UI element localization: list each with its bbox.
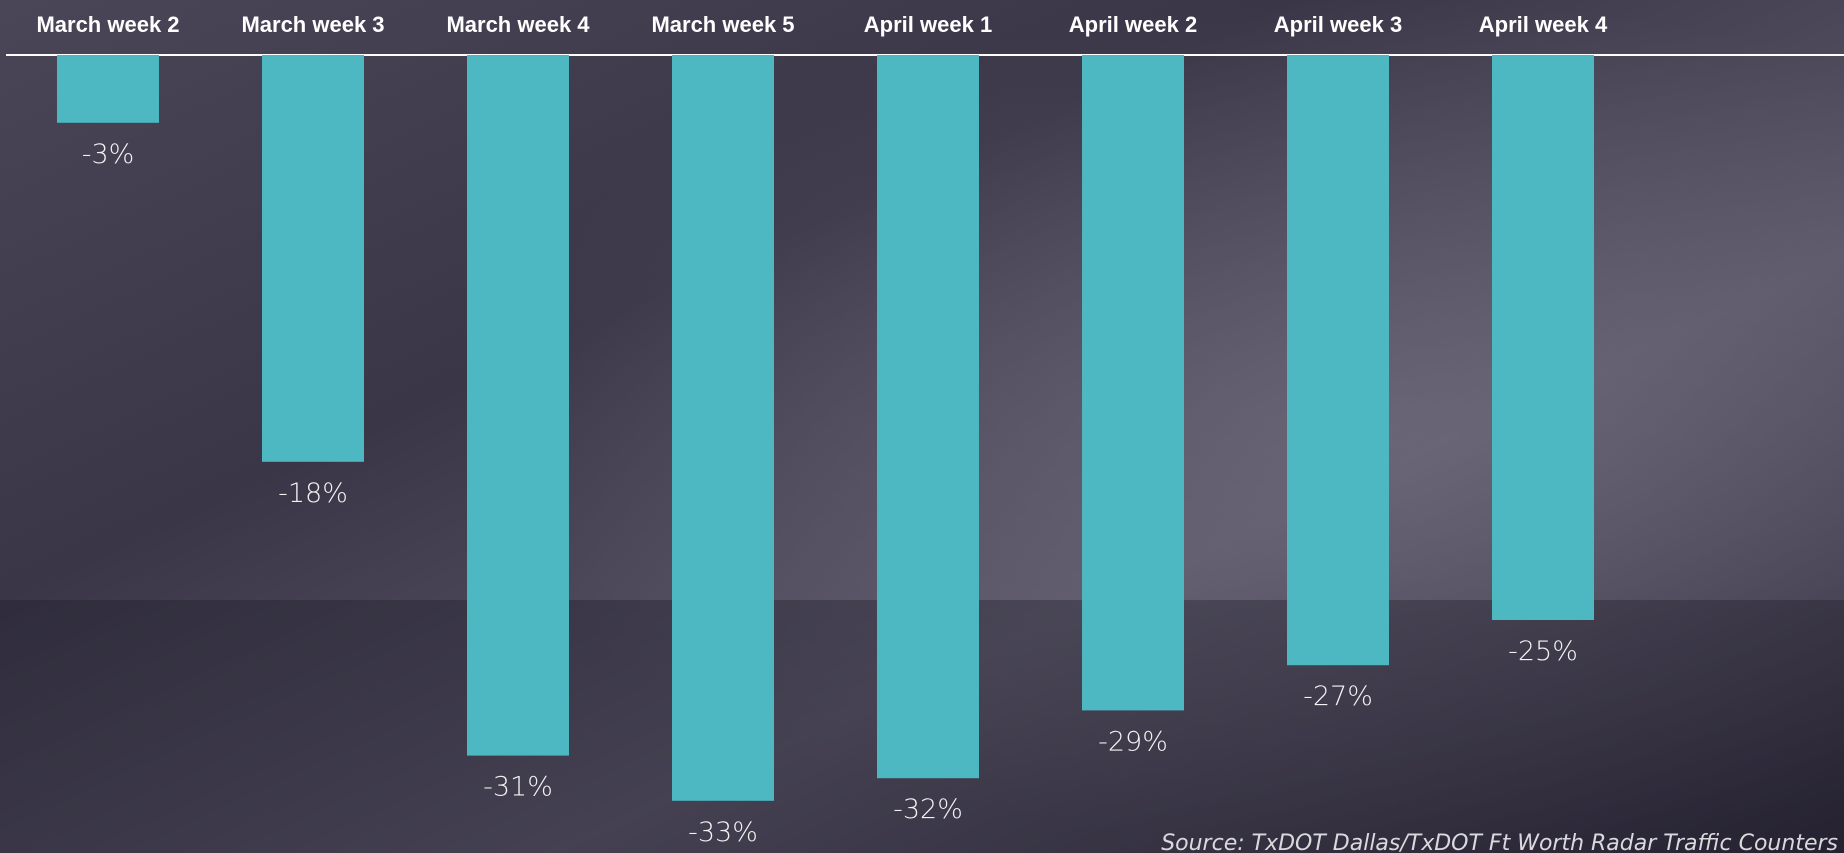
bar: [877, 55, 979, 778]
bar: [1082, 55, 1184, 710]
data-label: -33%: [688, 817, 758, 848]
bar: [1492, 55, 1594, 620]
data-label: -29%: [1098, 726, 1168, 757]
bar: [672, 55, 774, 801]
data-label: -3%: [82, 139, 135, 170]
source-note: Source: TxDOT Dallas/TxDOT Ft Worth Rada…: [1161, 831, 1838, 853]
x-tick-label: April week 2: [1069, 12, 1197, 37]
chart: Source: TxDOT Dallas/TxDOT Ft Worth Rada…: [0, 0, 1844, 853]
x-tick-label: March week 4: [446, 12, 590, 37]
bar: [57, 55, 159, 123]
x-tick-label: March week 3: [241, 12, 384, 37]
x-tick-label: April week 1: [864, 12, 992, 37]
bar: [262, 55, 364, 462]
x-tick-label: March week 5: [651, 12, 794, 37]
page: Source: TxDOT Dallas/TxDOT Ft Worth Rada…: [0, 0, 1844, 853]
bar: [467, 55, 569, 756]
data-label: -31%: [483, 772, 553, 803]
data-label: -32%: [893, 794, 963, 825]
data-label: -27%: [1303, 681, 1373, 712]
data-label: -18%: [278, 478, 348, 509]
data-label: -25%: [1508, 636, 1578, 667]
bar: [1287, 55, 1389, 665]
x-tick-label: April week 3: [1274, 12, 1402, 37]
x-tick-label: April week 4: [1479, 12, 1608, 37]
x-tick-label: March week 2: [36, 12, 179, 37]
